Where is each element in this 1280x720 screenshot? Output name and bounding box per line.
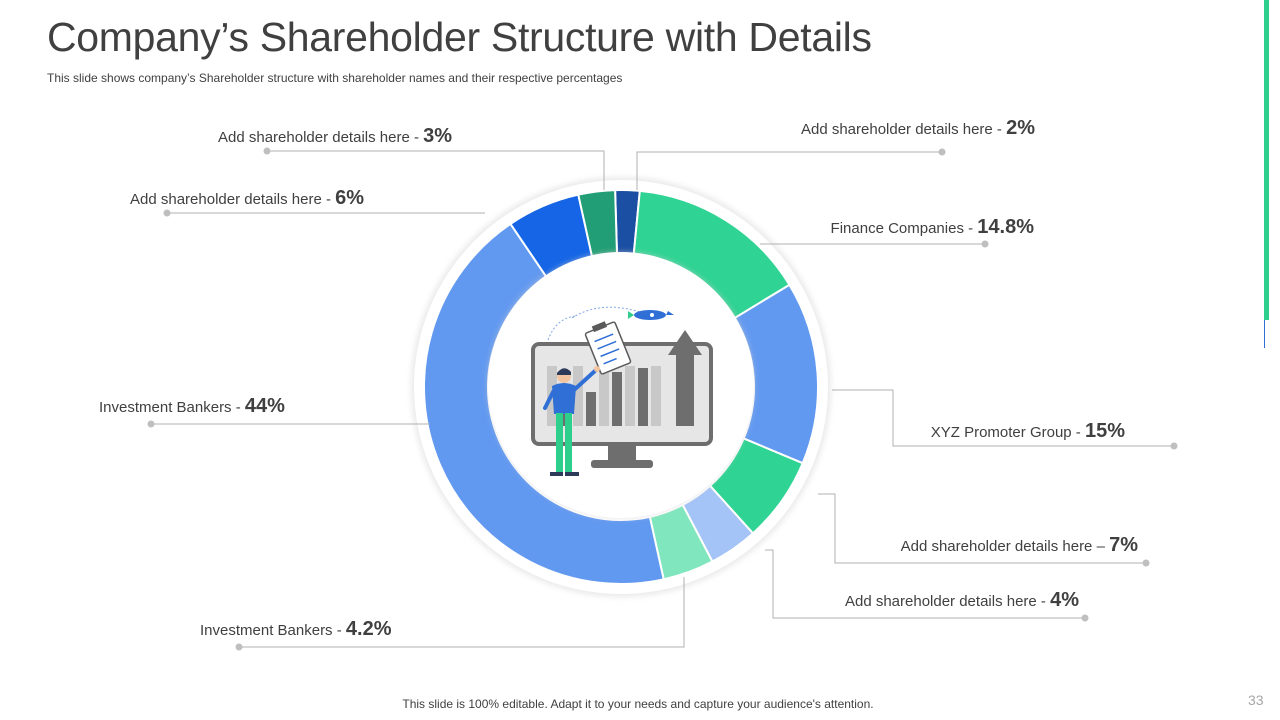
slice-label: Investment Bankers - 44% <box>99 396 285 418</box>
slices-layer <box>423 189 819 585</box>
slice-label: Investment Bankers - 4.2% <box>200 619 392 641</box>
leader-lines <box>147 147 1178 651</box>
slice-label: Add shareholder details here – 7% <box>901 535 1138 557</box>
slice-label: Add shareholder details here - 3% <box>218 126 452 148</box>
arrow-up-icon <box>668 330 702 426</box>
donut-slice <box>423 222 665 585</box>
leader-dot <box>235 643 243 651</box>
slice-label-value: 15% <box>1084 420 1125 442</box>
slice-label: XYZ Promoter Group - 15% <box>931 421 1125 443</box>
leader-line <box>832 389 1174 447</box>
clipboard-icon <box>584 321 632 375</box>
slice-label-name: Finance Companies - <box>830 220 978 237</box>
slice-label-name: Investment Bankers - <box>200 622 346 639</box>
leader-line <box>636 151 942 190</box>
slice-label-name: Add shareholder details here – <box>900 538 1110 555</box>
slice-label-name: Investment Bankers - <box>99 399 245 416</box>
slice-label-value: 4% <box>1050 589 1079 611</box>
slide-subtitle: This slide shows company’s Shareholder s… <box>47 71 623 85</box>
slice-label-name: Add shareholder details here - <box>844 593 1051 610</box>
leader-line <box>818 493 1146 564</box>
presentation-illustration-icon <box>531 306 713 476</box>
slice-label: Finance Companies - 14.8% <box>831 217 1034 239</box>
leader-dot <box>263 147 271 155</box>
slice-label: Add shareholder details here - 2% <box>801 118 1035 140</box>
slice-label-name: Add shareholder details here - <box>800 121 1007 138</box>
leader-dot <box>1142 559 1150 567</box>
leader-dot <box>938 148 946 156</box>
rocket-icon <box>628 310 674 320</box>
slice-label-value: 6% <box>335 187 365 209</box>
slice-label: Add shareholder details here - 6% <box>130 188 364 210</box>
person-icon <box>543 366 600 476</box>
slice-label-name: Add shareholder details here - <box>130 191 336 208</box>
slide-footer: This slide is 100% editable. Adapt it to… <box>402 697 874 711</box>
accent-line <box>1264 320 1265 348</box>
slice-label-value: 3% <box>423 125 453 147</box>
leader-line <box>239 577 685 648</box>
leader-dot <box>981 240 989 248</box>
slice-label-name: XYZ Promoter Group - <box>930 424 1085 441</box>
accent-bar <box>1264 0 1269 320</box>
slice-label-value: 4.2% <box>345 618 392 640</box>
slice-label: Add shareholder details here - 4% <box>845 590 1079 612</box>
page-number: 33 <box>1248 692 1264 708</box>
slice-label-value: 2% <box>1006 117 1035 139</box>
slice-label-name: Add shareholder details here - <box>218 129 424 146</box>
slice-label-value: 7% <box>1109 534 1138 556</box>
leader-dot <box>163 209 171 217</box>
slice-label-value: 44% <box>244 395 285 417</box>
leader-line <box>267 150 605 190</box>
leader-line <box>765 549 1085 619</box>
leader-dot <box>147 420 155 428</box>
slide-title: Company’s Shareholder Structure with Det… <box>47 14 872 60</box>
leader-dot <box>1170 442 1178 450</box>
leader-dot <box>1081 614 1089 622</box>
slice-label-value: 14.8% <box>977 216 1034 238</box>
